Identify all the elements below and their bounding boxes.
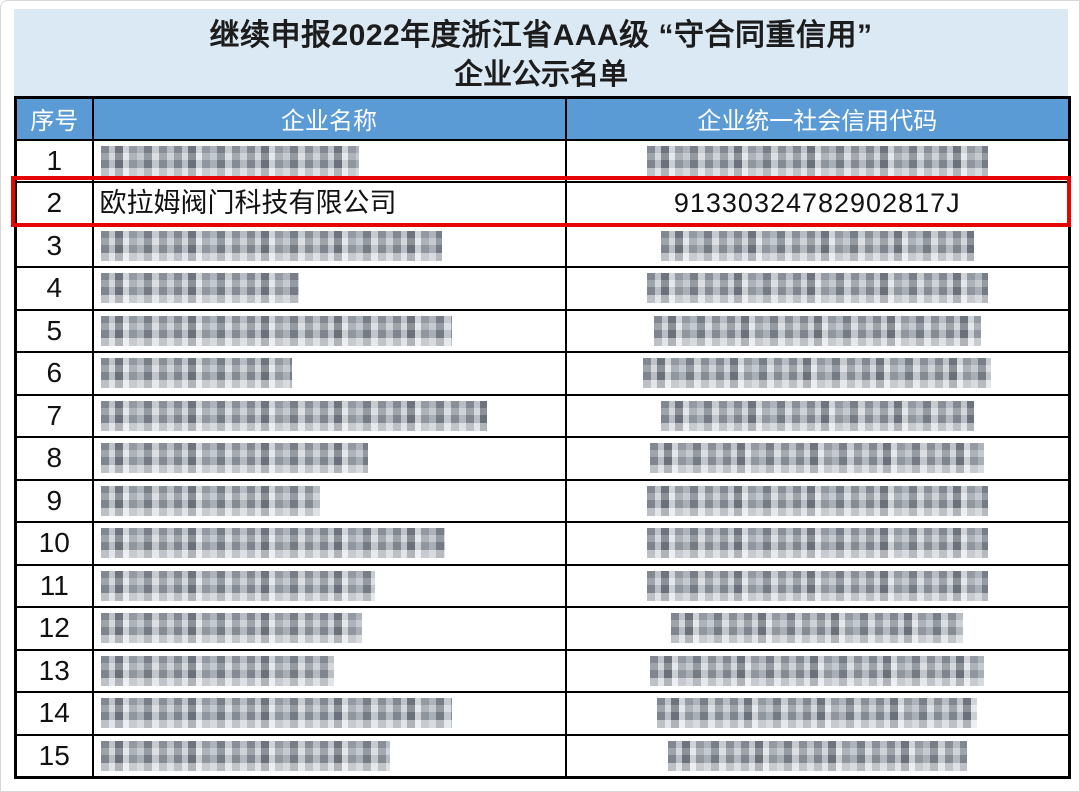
row-number: 2 xyxy=(14,181,94,226)
table-row: 1 xyxy=(14,138,1071,183)
row-number: 15 xyxy=(14,733,94,778)
table-row: 10 xyxy=(14,521,1071,566)
redacted-company-name xyxy=(100,613,362,644)
row-number: 14 xyxy=(14,691,94,736)
table-row: 5 xyxy=(14,308,1071,353)
redacted-credit-code xyxy=(667,740,967,771)
redacted-company-name xyxy=(100,655,334,686)
redacted-company-name xyxy=(100,443,368,474)
redacted-company-name xyxy=(100,145,359,176)
credit-code: 91330324782902817J xyxy=(673,187,961,218)
redacted-company-name xyxy=(100,358,292,389)
table-row: 13 xyxy=(14,648,1071,693)
table-row: 11 xyxy=(14,563,1071,608)
redacted-company-name xyxy=(100,400,487,431)
redacted-credit-code xyxy=(646,273,988,304)
table-row: 15 xyxy=(14,733,1071,778)
redacted-credit-code xyxy=(660,230,974,261)
row-number: 6 xyxy=(14,351,94,396)
redacted-credit-code xyxy=(660,400,974,431)
redacted-company-name xyxy=(100,315,452,346)
row-number: 1 xyxy=(14,138,94,183)
redacted-credit-code xyxy=(646,145,988,176)
row-number: 13 xyxy=(14,648,94,693)
redacted-credit-code xyxy=(650,655,985,686)
redacted-company-name xyxy=(100,273,299,304)
redacted-company-name xyxy=(100,570,375,601)
table-row: 12 xyxy=(14,606,1071,651)
row-number: 5 xyxy=(14,308,94,353)
row-number: 12 xyxy=(14,606,94,651)
redacted-credit-code xyxy=(646,528,988,559)
redacted-credit-code xyxy=(653,315,981,346)
table-row: 6 xyxy=(14,351,1071,396)
table-row-highlighted: 2 欧拉姆阀门科技有限公司 91330324782902817J xyxy=(14,181,1071,226)
redacted-credit-code xyxy=(643,358,992,389)
table-header-row: 序号 企业名称 企业统一社会信用代码 xyxy=(14,96,1071,141)
row-number: 7 xyxy=(14,393,94,438)
table-row: 9 xyxy=(14,478,1071,523)
redacted-credit-code xyxy=(650,443,985,474)
redacted-credit-code xyxy=(646,570,988,601)
company-list-table: 序号 企业名称 企业统一社会信用代码 1 2 欧拉姆阀门科技有限公司 91330… xyxy=(14,96,1071,779)
redacted-credit-code xyxy=(657,698,978,729)
table-row: 14 xyxy=(14,691,1071,736)
redacted-credit-code xyxy=(646,485,988,516)
company-name: 欧拉姆阀门科技有限公司 xyxy=(99,187,397,218)
redacted-company-name xyxy=(100,740,390,771)
row-number: 9 xyxy=(14,478,94,523)
row-number: 11 xyxy=(14,563,94,608)
column-header-credit-code: 企业统一社会信用代码 xyxy=(564,96,1071,141)
redacted-company-name xyxy=(100,528,445,559)
row-number: 3 xyxy=(14,223,94,268)
table-row: 8 xyxy=(14,436,1071,481)
redacted-company-name xyxy=(100,485,320,516)
redacted-company-name xyxy=(100,230,442,261)
column-header-company-name: 企业名称 xyxy=(91,96,567,141)
page-title-line-1: 继续申报2022年度浙江省AAA级 “守合同重信用” xyxy=(209,19,873,52)
table-row: 3 xyxy=(14,223,1071,268)
page-title-line-2: 企业公示名单 xyxy=(453,59,628,91)
column-header-index: 序号 xyxy=(14,96,94,141)
row-number: 10 xyxy=(14,521,94,566)
redacted-company-name xyxy=(100,698,452,729)
row-number: 4 xyxy=(14,266,94,311)
table-row: 7 xyxy=(14,393,1071,438)
title-band: 继续申报2022年度浙江省AAA级 “守合同重信用” 企业公示名单 xyxy=(14,9,1068,96)
row-number: 8 xyxy=(14,436,94,481)
redacted-credit-code xyxy=(671,613,964,644)
table-row: 4 xyxy=(14,266,1071,311)
